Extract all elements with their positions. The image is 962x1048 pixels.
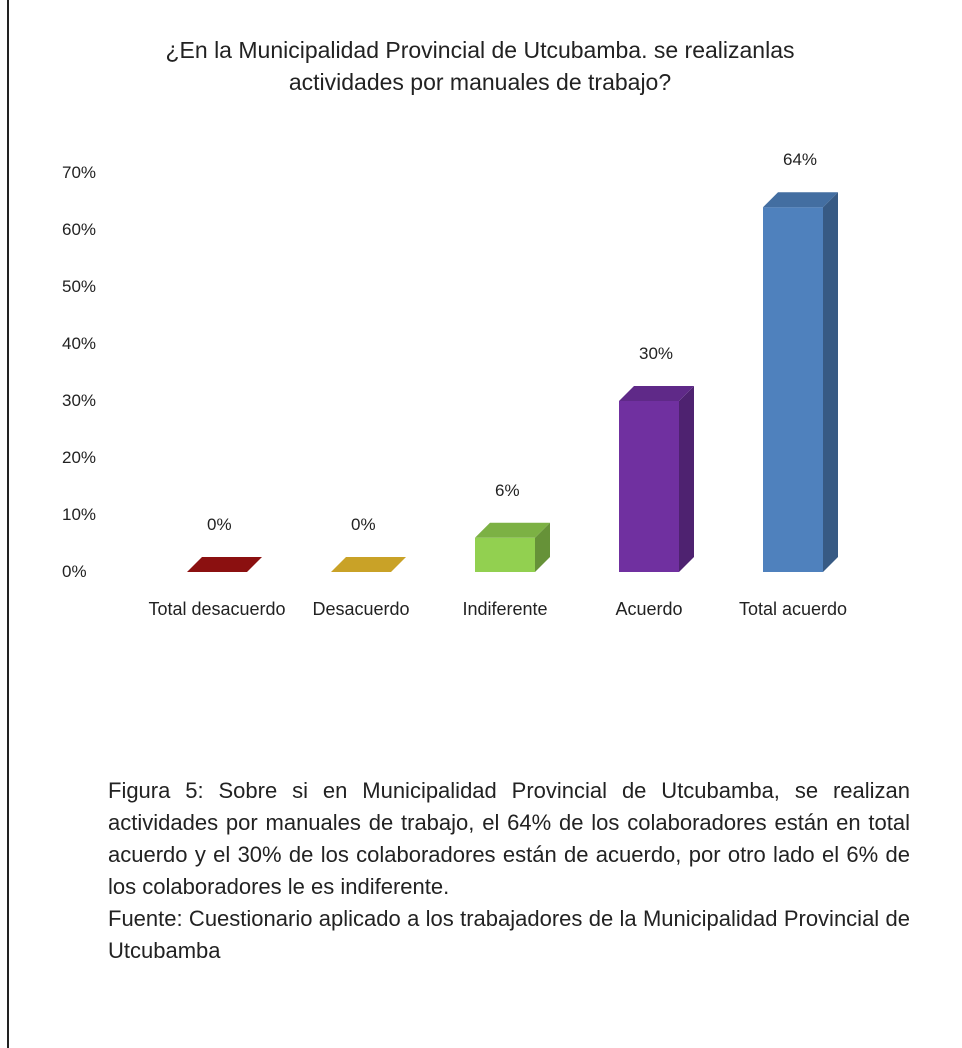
bar-top — [619, 386, 694, 401]
bar-side — [823, 192, 838, 572]
figure-caption: Figura 5: Sobre si en Municipalidad Prov… — [108, 778, 910, 899]
bar-side — [535, 522, 550, 572]
bar-top — [475, 522, 550, 538]
x-tick-label: Acuerdo — [615, 599, 683, 619]
y-tick-label: 50% — [62, 277, 97, 296]
x-tick-label: Total acuerdo — [738, 599, 848, 619]
left-border — [7, 0, 9, 1048]
y-tick-label: 10% — [62, 505, 97, 524]
value-label: 30% — [639, 344, 674, 363]
y-tick-label: 30% — [62, 391, 97, 410]
y-tick-label: 60% — [62, 220, 97, 239]
y-tick-label: 20% — [62, 448, 97, 467]
value-label: 64% — [783, 150, 818, 170]
y-tick-label: 40% — [62, 334, 97, 353]
bar-top — [187, 557, 262, 572]
y-tick-label: 0% — [62, 562, 87, 581]
source-caption: Fuente: Cuestionario aplicado a los trab… — [108, 906, 910, 963]
value-label: 0% — [207, 515, 232, 534]
bar-top — [331, 557, 406, 572]
chart — [187, 192, 838, 572]
value-label: 0% — [351, 515, 376, 534]
bar-top — [763, 192, 838, 208]
bar — [475, 537, 535, 572]
x-tick-label: Total desacuerdo — [148, 599, 286, 619]
x-tick-label: Indiferente — [462, 599, 548, 619]
y-tick-label: 70% — [62, 163, 97, 182]
bar — [619, 401, 679, 572]
bar — [763, 207, 823, 572]
caption: Figura 5: Sobre si en Municipalidad Prov… — [108, 775, 910, 967]
chart-title: ¿En la Municipalidad Provincial de Utcub… — [165, 37, 795, 95]
value-label: 6% — [495, 480, 520, 500]
bar-side — [679, 386, 694, 572]
x-tick-label: Desacuerdo — [312, 599, 410, 619]
